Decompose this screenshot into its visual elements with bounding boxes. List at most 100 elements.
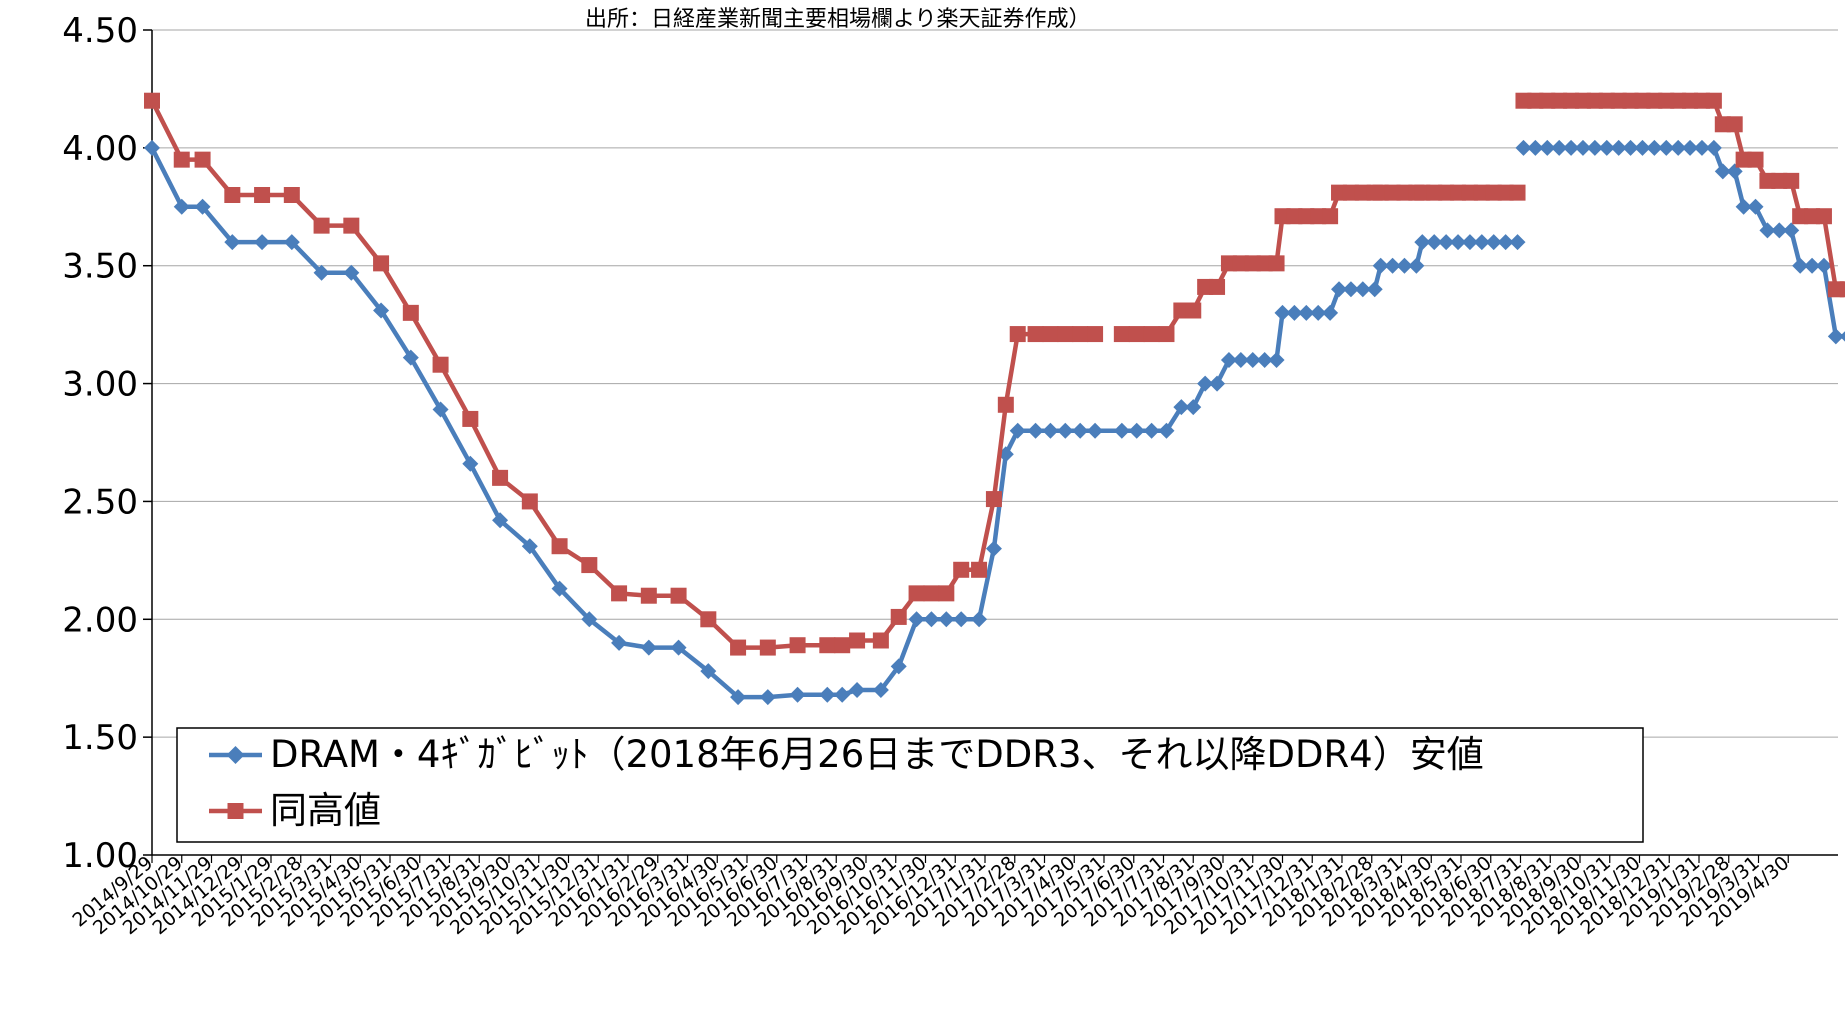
series-0-point: [1497, 234, 1514, 251]
series-1-point: [611, 585, 628, 602]
series-1-point: [953, 561, 970, 578]
series-0-point: [1310, 304, 1327, 321]
series-1-point: [1815, 208, 1832, 225]
axes: [143, 29, 1838, 863]
series-1-point: [938, 585, 955, 602]
series-0-point: [1173, 399, 1190, 416]
series-1-point: [759, 639, 776, 656]
series-0-point: [1622, 139, 1639, 156]
series-0-point: [1792, 257, 1809, 274]
series-1-point: [1027, 326, 1044, 343]
series-0-point: [551, 580, 568, 597]
series-1-point: [1128, 326, 1145, 343]
series-0-line: [1523, 145, 1845, 339]
series-1-point: [789, 637, 806, 654]
series-0-point: [1634, 139, 1651, 156]
series-1-point: [1143, 326, 1160, 343]
series-1-point: [343, 217, 360, 234]
series-1-point: [834, 637, 851, 654]
series-0-point: [908, 611, 925, 628]
legend-label-1: 同高値: [270, 789, 381, 832]
series-0-point: [1827, 328, 1844, 345]
series-0-point: [1087, 422, 1104, 439]
series-1-point: [432, 356, 449, 373]
series-1-point: [1009, 326, 1026, 343]
series-0-point: [1027, 422, 1044, 439]
y-axis-tick-labels: 1.00 1.50 2.00 2.50 3.00 3.50 4.00 4.50: [62, 11, 138, 876]
series-0-point: [849, 682, 866, 698]
series-1-point: [1209, 278, 1226, 295]
series-0-point: [194, 198, 211, 215]
series-0-point: [1485, 234, 1502, 251]
series-0-point: [1714, 163, 1731, 180]
series-0-point: [1551, 139, 1568, 156]
series-0-point: [144, 139, 160, 156]
series-0-point: [640, 639, 657, 656]
series-0-point: [1286, 304, 1303, 321]
series-0-point: [1646, 139, 1663, 156]
series-1-point: [1057, 326, 1074, 343]
series-0-point: [1331, 281, 1348, 298]
series-1-point: [730, 639, 747, 656]
series-0-point: [1705, 139, 1722, 156]
y-tick-label: 1.50: [62, 718, 138, 758]
series-1-point: [1072, 326, 1089, 343]
series-0-point: [819, 686, 836, 703]
series-0-point: [872, 682, 889, 698]
series-0-point: [581, 611, 598, 628]
series-0-point: [1128, 422, 1145, 439]
series-0-point: [1057, 422, 1074, 439]
y-tick-label: 3.50: [62, 247, 138, 287]
series-0-point: [1539, 139, 1556, 156]
series-0-point: [1815, 257, 1832, 274]
series-0-point: [1438, 234, 1455, 251]
series-0-point: [611, 634, 628, 651]
series-1-point: [581, 557, 598, 574]
series-0-point: [1244, 352, 1261, 368]
series-1-point: [402, 304, 419, 321]
series-0-point: [1209, 375, 1226, 392]
y-tick-label: 4.50: [62, 11, 138, 51]
series-0-point: [1771, 222, 1788, 239]
series-0-point: [432, 401, 449, 418]
series-0-point: [1759, 222, 1776, 239]
series-1-point: [254, 187, 271, 203]
series-0-point: [923, 611, 940, 628]
series-0-point: [1072, 422, 1089, 439]
series-1-point: [849, 632, 866, 649]
series-0-point: [1342, 281, 1359, 298]
gridlines: [152, 29, 1838, 738]
series-0-point: [953, 611, 970, 628]
y-tick-label: 2.50: [62, 482, 138, 522]
series-0-point: [1682, 139, 1699, 156]
series-0-point: [1396, 257, 1413, 274]
series-0-point: [670, 639, 687, 656]
series-0-point: [1384, 257, 1401, 274]
series-0-point: [1527, 139, 1544, 156]
series-1-point: [1705, 92, 1722, 109]
series-0-point: [1354, 281, 1371, 298]
series-0-point: [1658, 139, 1675, 156]
series-0-point: [402, 349, 419, 366]
series-0-point: [1586, 139, 1603, 156]
series-1-point: [700, 611, 717, 628]
series-0-point: [700, 663, 717, 680]
series-0-point: [1414, 234, 1431, 251]
series-0-point: [1461, 234, 1478, 251]
series-0-point: [1515, 139, 1532, 156]
series-1-point: [521, 493, 538, 510]
legend: DRAM・4ｷﾞｶﾞﾋﾞｯﾄ（2018年6月26日までDDR3、それ以降DDR4…: [176, 727, 1644, 843]
series-0-point: [462, 455, 479, 472]
series-0-point: [1366, 281, 1383, 298]
series-1-point: [551, 538, 568, 555]
series-1-point: [194, 151, 211, 168]
series-0-point: [1563, 139, 1580, 156]
series-0-point: [1670, 139, 1687, 156]
series-1-point: [1726, 116, 1743, 133]
series-1-point: [1322, 208, 1339, 225]
series-0-point: [834, 686, 851, 703]
series-0-point: [938, 611, 955, 628]
series-0-point: [1372, 257, 1389, 274]
series-1-point: [908, 585, 925, 602]
series-1-point: [144, 92, 160, 109]
